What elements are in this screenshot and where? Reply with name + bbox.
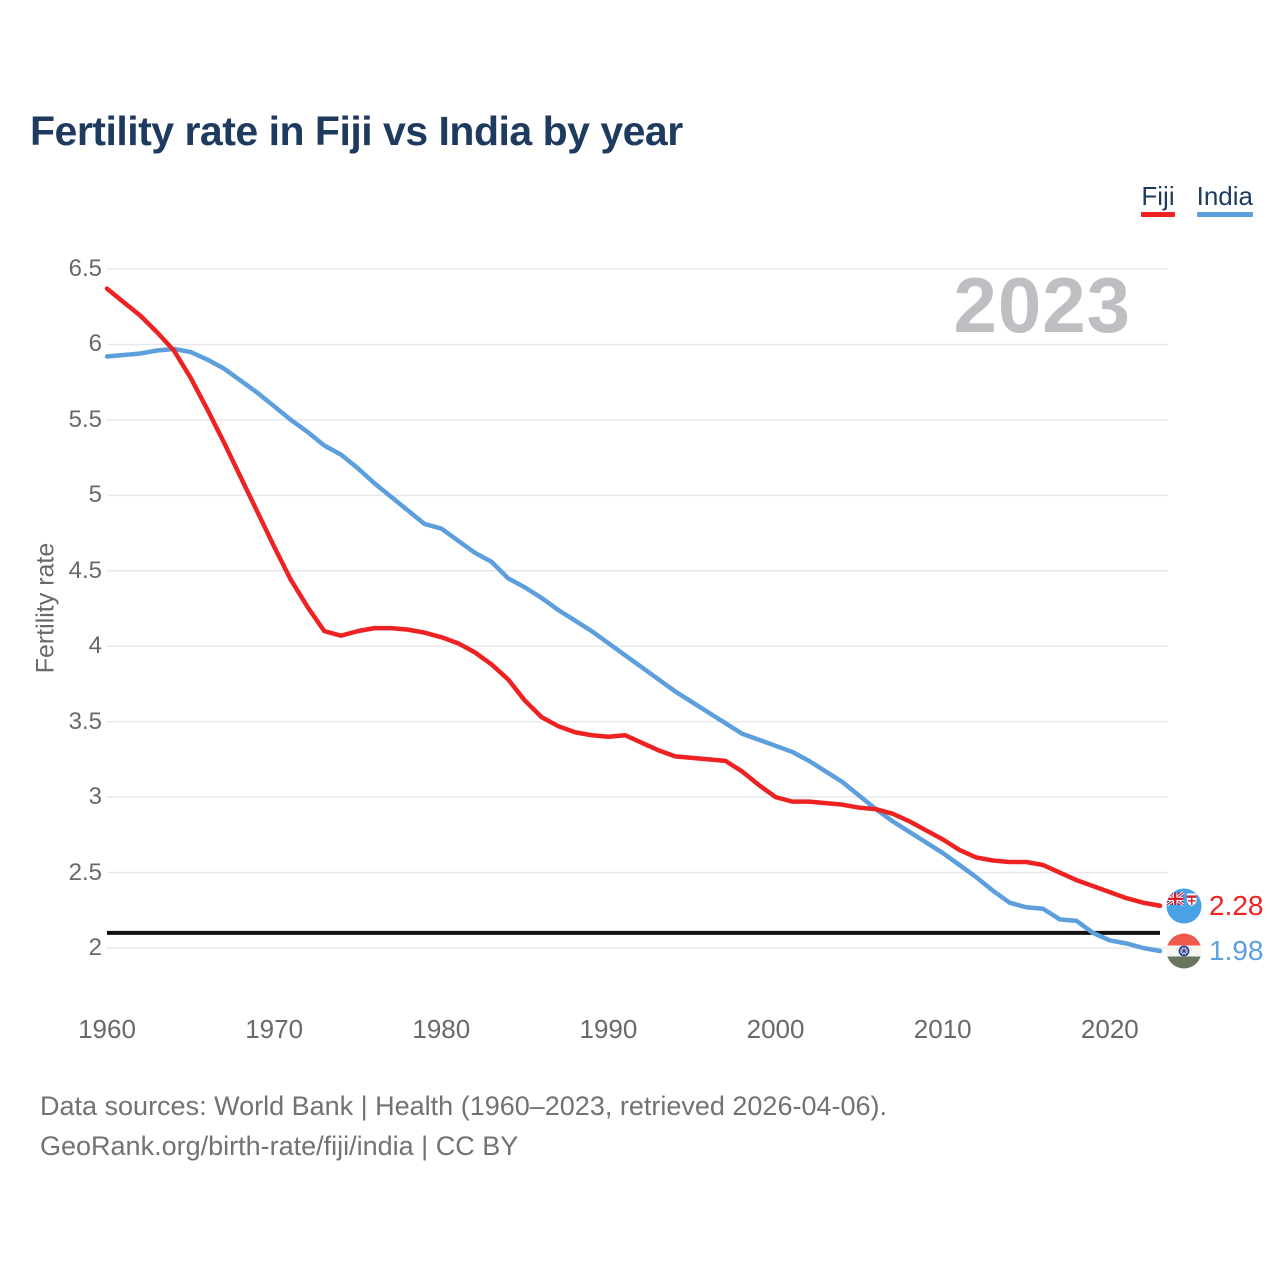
watermark-year: 2023 [953,261,1131,349]
page-title: Fertility rate in Fiji vs India by year [30,108,683,154]
legend-item-fiji[interactable]: Fiji [1141,181,1175,217]
fiji-end-value: 2.28 [1209,889,1264,921]
legend-color-bar-fiji [1141,212,1175,217]
line-india [104,346,1163,954]
footer: Data sources: World Bank | Health (1960–… [40,1086,887,1166]
y-tick-label: 6.5 [68,255,102,282]
attribution-line: GeoRank.org/birth-rate/fiji/india | CC B… [40,1131,519,1161]
x-tick-label: 2020 [1080,1014,1139,1044]
x-tick-label: 1970 [245,1014,304,1044]
legend-color-bar-india [1196,212,1253,217]
legend-item-india[interactable]: India [1196,181,1253,217]
india-end-label: 1.98 [1166,933,1264,969]
y-tick-label: 2.5 [68,858,102,886]
x-tick-label: 1980 [412,1014,471,1044]
fiji-end-label: 2.28 [1166,888,1264,924]
india-end-value: 1.98 [1209,935,1264,967]
data-sources-line: Data sources: World Bank | Health (1960–… [40,1091,887,1121]
legend-label-fiji: Fiji [1141,181,1175,211]
legend: Fiji India [1141,182,1253,217]
x-tick-label: 2010 [913,1014,972,1044]
y-tick-label: 3.5 [68,707,102,735]
y-tick-label: 2 [88,934,102,961]
y-tick-label: 3 [88,783,102,811]
y-tick-label: 5.5 [68,405,102,433]
india-flag-icon [1166,933,1202,969]
fiji-flag-icon [1166,888,1202,924]
y-tick-label: 6 [88,330,102,358]
x-tick-label: 2000 [746,1014,805,1044]
legend-label-india: India [1196,181,1253,211]
y-tick-label: 5 [88,481,102,509]
x-tick-label: 1990 [579,1014,638,1044]
y-tick-label: 4.5 [68,556,102,584]
y-tick-label: 4 [88,632,102,660]
x-tick-label: 1960 [78,1014,136,1044]
line-fiji [104,286,1163,909]
